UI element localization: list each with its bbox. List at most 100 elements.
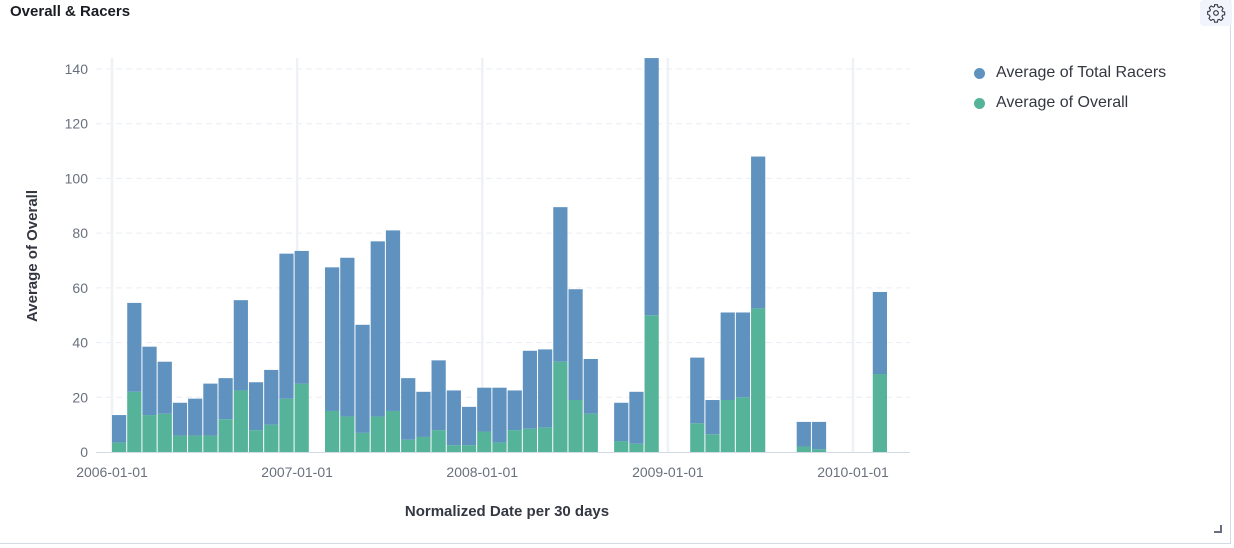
bar-average-of-overall (462, 445, 476, 452)
bar-average-of-total-racers (584, 359, 598, 414)
bar-average-of-total-racers (112, 415, 126, 442)
bar-average-of-total-racers (416, 392, 430, 437)
bar-average-of-total-racers (751, 157, 765, 309)
bar-average-of-total-racers (873, 292, 887, 374)
bar-average-of-overall (721, 400, 735, 452)
bar-average-of-total-racers (203, 384, 217, 436)
bar-average-of-overall (584, 414, 598, 452)
y-axis-title: Average of Overall (24, 190, 41, 322)
bar-average-of-total-racers (219, 378, 233, 419)
bar-average-of-overall (751, 308, 765, 452)
bar-average-of-total-racers (553, 207, 567, 362)
bar-average-of-total-racers (249, 382, 263, 430)
bar-average-of-total-racers (523, 351, 537, 429)
bar-average-of-overall (432, 430, 446, 452)
legend: Average of Total Racers Average of Overa… (974, 58, 1166, 118)
bar-average-of-total-racers (614, 403, 628, 441)
bar-average-of-total-racers (538, 349, 552, 427)
bar-average-of-overall (401, 440, 415, 452)
bar-average-of-overall (447, 445, 461, 452)
bar-average-of-overall (158, 414, 172, 452)
y-tick-label: 100 (65, 170, 89, 186)
bar-average-of-overall (797, 447, 811, 452)
legend-label: Average of Overall (996, 94, 1128, 112)
bars-layer (112, 58, 887, 452)
bar-average-of-overall (295, 384, 309, 452)
bar-average-of-total-racers (797, 422, 811, 447)
bar-average-of-overall (112, 442, 126, 452)
bar-average-of-total-racers (492, 388, 506, 443)
bar-average-of-total-racers (705, 400, 719, 434)
bar-average-of-total-racers (447, 390, 461, 445)
bar-average-of-total-racers (371, 241, 385, 416)
bar-average-of-overall (629, 444, 643, 452)
y-tick-label: 80 (72, 225, 88, 241)
x-tick-label: 2010-01-01 (817, 464, 889, 480)
bar-average-of-overall (614, 441, 628, 452)
bar-average-of-total-racers (508, 390, 522, 430)
bar-average-of-total-racers (645, 58, 659, 315)
y-tick-label: 20 (72, 389, 88, 405)
bar-average-of-overall (371, 416, 385, 452)
bar-average-of-overall (173, 436, 187, 452)
bar-average-of-total-racers (812, 422, 826, 449)
bar-average-of-overall (325, 411, 339, 452)
bar-average-of-overall (508, 430, 522, 452)
legend-swatch (974, 98, 985, 109)
bar-average-of-overall (264, 425, 278, 452)
y-tick-label: 140 (65, 61, 89, 77)
bar-average-of-total-racers (158, 362, 172, 414)
bar-average-of-overall (340, 416, 354, 452)
y-tick-label: 120 (65, 116, 89, 132)
x-tick-label: 2009-01-01 (632, 464, 704, 480)
bar-average-of-overall (645, 315, 659, 452)
bar-average-of-total-racers (355, 325, 369, 433)
bar-average-of-overall (249, 430, 263, 452)
bar-average-of-total-racers (173, 403, 187, 436)
bar-average-of-total-racers (690, 358, 704, 424)
bar-average-of-overall (355, 433, 369, 452)
bar-average-of-overall (234, 390, 248, 452)
x-axis-title: Normalized Date per 30 days (405, 503, 609, 520)
legend-item-total-racers[interactable]: Average of Total Racers (974, 58, 1166, 88)
bar-average-of-overall (203, 436, 217, 452)
bar-average-of-total-racers (264, 370, 278, 425)
legend-label: Average of Total Racers (996, 64, 1166, 82)
bar-average-of-total-racers (386, 230, 400, 411)
bar-average-of-overall (568, 400, 582, 452)
bar-average-of-overall (127, 392, 141, 452)
bar-average-of-total-racers (340, 258, 354, 417)
bar-average-of-total-racers (477, 388, 491, 432)
x-tick-label: 2006-01-01 (76, 464, 148, 480)
bar-average-of-overall (219, 419, 233, 452)
bar-average-of-total-racers (568, 289, 582, 400)
bar-average-of-overall (477, 431, 491, 452)
bar-average-of-overall (386, 411, 400, 452)
legend-item-overall[interactable]: Average of Overall (974, 88, 1166, 118)
bar-average-of-total-racers (279, 254, 293, 399)
bar-average-of-overall (416, 437, 430, 452)
bar-average-of-overall (142, 415, 156, 452)
bar-average-of-overall (188, 436, 202, 452)
bar-average-of-total-racers (629, 392, 643, 444)
bar-average-of-total-racers (188, 399, 202, 436)
bar-average-of-total-racers (142, 347, 156, 415)
bar-average-of-overall (492, 442, 506, 452)
bar-average-of-total-racers (432, 360, 446, 430)
bar-average-of-total-racers (401, 378, 415, 440)
bar-average-of-total-racers (295, 251, 309, 384)
bar-average-of-total-racers (736, 312, 750, 397)
bar-average-of-overall (523, 429, 537, 452)
y-tick-label: 60 (72, 280, 88, 296)
bar-average-of-overall (812, 449, 826, 452)
y-tick-label: 0 (80, 444, 88, 460)
bar-average-of-total-racers (721, 312, 735, 400)
bar-average-of-total-racers (234, 300, 248, 390)
bar-average-of-overall (873, 374, 887, 452)
x-tick-label: 2007-01-01 (261, 464, 333, 480)
bar-average-of-overall (279, 399, 293, 452)
bar-average-of-overall (538, 427, 552, 452)
x-tick-label: 2008-01-01 (446, 464, 518, 480)
bar-average-of-overall (690, 423, 704, 452)
bar-average-of-total-racers (462, 407, 476, 445)
